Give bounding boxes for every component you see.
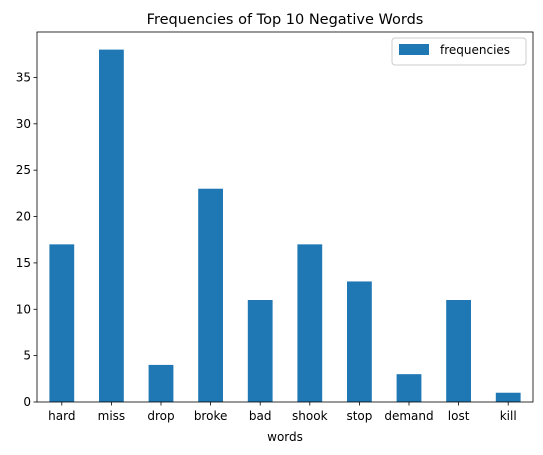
bar-miss bbox=[99, 49, 124, 402]
bar-demand bbox=[396, 374, 422, 402]
bars-layer bbox=[49, 49, 521, 402]
x-axis-label: words bbox=[267, 430, 303, 444]
x-tick-label: shook bbox=[292, 409, 328, 423]
y-tick-label: 5 bbox=[23, 349, 31, 363]
bar-hard bbox=[49, 244, 75, 402]
bar-lost bbox=[446, 299, 471, 402]
x-tick-label: hard bbox=[48, 409, 75, 423]
bar-kill bbox=[495, 392, 521, 402]
y-tick-label: 30 bbox=[16, 117, 31, 131]
x-axis: hard miss drop broke bad shook stop demand lost k… bbox=[48, 402, 517, 423]
x-tick-label: bad bbox=[249, 409, 272, 423]
y-tick-label: 20 bbox=[16, 210, 31, 224]
y-tick-label: 25 bbox=[16, 163, 31, 177]
x-tick-label: stop bbox=[346, 409, 372, 423]
bar-shook bbox=[297, 244, 323, 402]
plot-frame bbox=[36, 31, 534, 403]
x-tick-label: lost bbox=[448, 409, 470, 423]
x-tick-label: kill bbox=[500, 409, 517, 423]
legend: frequencies bbox=[391, 37, 527, 66]
y-tick-label: 10 bbox=[16, 302, 31, 316]
x-tick-label: broke bbox=[194, 409, 228, 423]
y-tick-label: 0 bbox=[23, 395, 31, 409]
bar-stop bbox=[347, 281, 372, 402]
legend-label: frequencies bbox=[440, 43, 510, 57]
bar-broke bbox=[198, 188, 223, 402]
x-tick-label: drop bbox=[147, 409, 174, 423]
legend-swatch bbox=[399, 44, 429, 55]
x-tick-label: miss bbox=[98, 409, 126, 423]
chart-title: Frequencies of Top 10 Negative Words bbox=[147, 12, 424, 28]
bar-bad bbox=[247, 299, 273, 402]
x-tick-label: demand bbox=[384, 409, 433, 423]
y-tick-label: 15 bbox=[16, 256, 31, 270]
bar-drop bbox=[148, 364, 174, 402]
y-tick-label: 35 bbox=[16, 70, 31, 84]
y-axis: 0 5 10 15 20 25 30 35 bbox=[16, 70, 37, 409]
